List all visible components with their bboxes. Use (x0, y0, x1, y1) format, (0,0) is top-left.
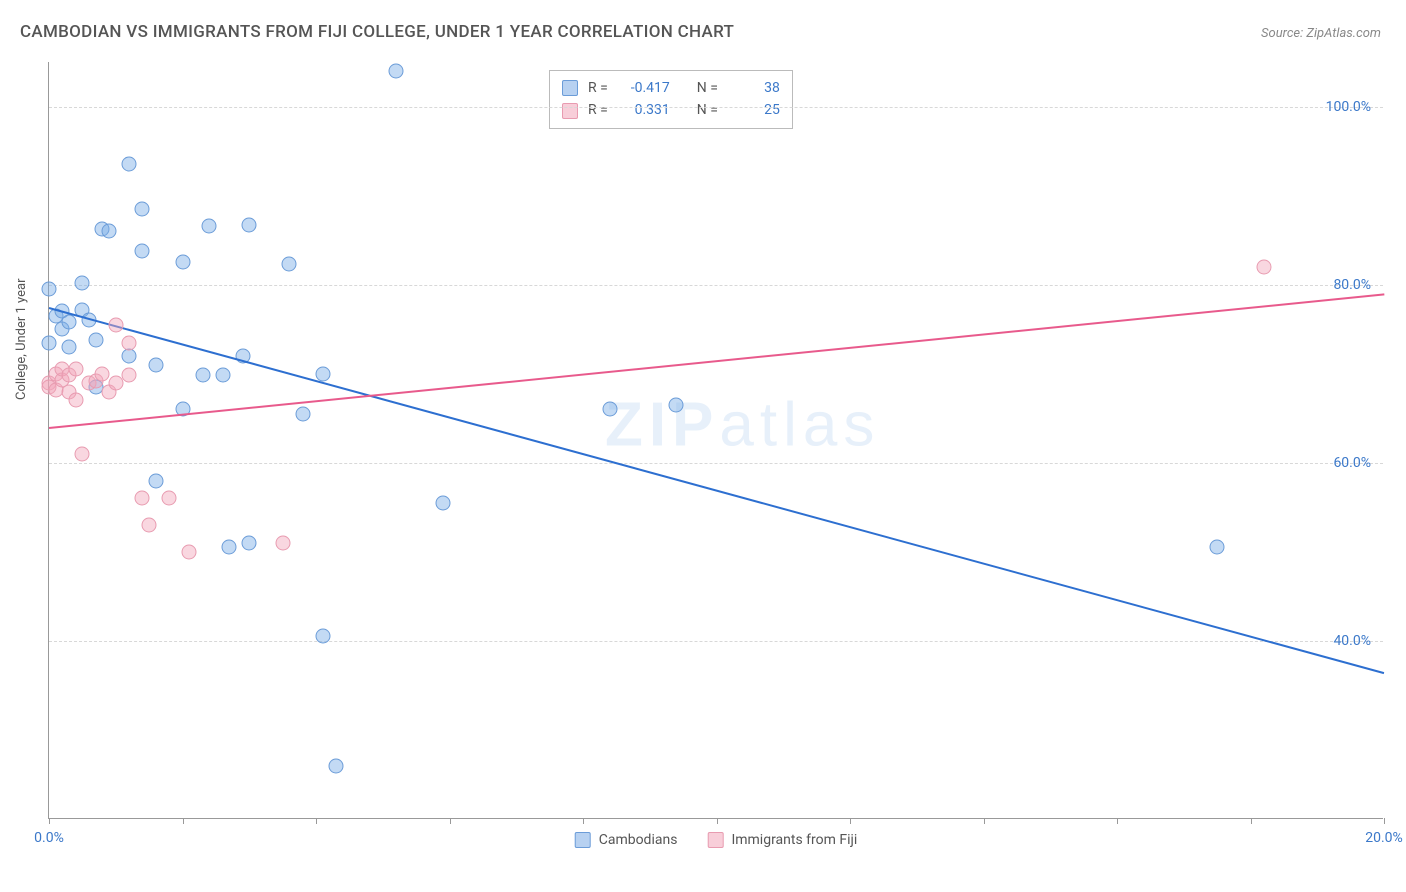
r-label: R = (588, 99, 608, 121)
data-point (195, 368, 210, 383)
legend-swatch (707, 832, 723, 848)
data-point (1256, 259, 1271, 274)
plot-area: ZIPatlas R =-0.417 N =38R =0.331 N =25 C… (48, 62, 1383, 819)
data-point (602, 402, 617, 417)
data-point (102, 224, 117, 239)
data-point (148, 473, 163, 488)
data-point (75, 275, 90, 290)
x-tick (1384, 818, 1385, 824)
data-point (669, 397, 684, 412)
data-point (42, 282, 57, 297)
chart-title: CAMBODIAN VS IMMIGRANTS FROM FIJI COLLEG… (20, 22, 734, 42)
x-tick (850, 818, 851, 824)
y-tick-label: 60.0% (1333, 455, 1371, 471)
data-point (75, 446, 90, 461)
x-tick (1117, 818, 1118, 824)
r-value: -0.417 (618, 77, 670, 99)
x-tick (1251, 818, 1252, 824)
data-point (202, 218, 217, 233)
data-point (435, 495, 450, 510)
n-label: N = (697, 99, 718, 121)
data-point (42, 335, 57, 350)
x-tick (49, 818, 50, 824)
legend-item: Cambodians (575, 832, 678, 848)
data-point (295, 406, 310, 421)
legend-swatch (562, 103, 578, 119)
data-point (135, 491, 150, 506)
data-point (135, 243, 150, 258)
x-tick (583, 818, 584, 824)
data-point (68, 393, 83, 408)
data-point (215, 367, 230, 382)
gridline (49, 641, 1383, 642)
legend: Cambodians Immigrants from Fiji (575, 832, 858, 848)
data-point (122, 157, 137, 172)
data-point (95, 366, 110, 381)
data-point (242, 535, 257, 550)
data-point (162, 491, 177, 506)
stats-row: R = -0.417 N = 38 (562, 77, 780, 99)
legend-swatch (575, 832, 591, 848)
data-point (122, 348, 137, 363)
x-tick (984, 818, 985, 824)
y-tick-label: 40.0% (1333, 633, 1371, 649)
legend-item: Immigrants from Fiji (707, 832, 857, 848)
gridline (49, 285, 1383, 286)
data-point (389, 63, 404, 78)
data-point (68, 362, 83, 377)
data-point (122, 368, 137, 383)
source-link[interactable]: Source: ZipAtlas.com (1261, 26, 1381, 41)
gridline (49, 463, 1383, 464)
data-point (108, 317, 123, 332)
data-point (315, 366, 330, 381)
data-point (222, 540, 237, 555)
data-point (1210, 540, 1225, 555)
data-point (122, 335, 137, 350)
x-tick (450, 818, 451, 824)
data-point (135, 201, 150, 216)
y-tick-label: 100.0% (1326, 99, 1371, 115)
stats-box: R = -0.417 N = 38 R = 0.331 N = 25 (549, 70, 793, 129)
r-label: R = (588, 77, 608, 99)
legend-label: Immigrants from Fiji (731, 832, 857, 848)
stats-row: R = 0.331 N = 25 (562, 99, 780, 121)
watermark: ZIPatlas (605, 389, 880, 460)
r-value: 0.331 (618, 99, 670, 121)
y-tick-label: 80.0% (1333, 277, 1371, 293)
data-point (62, 315, 77, 330)
data-point (148, 357, 163, 372)
data-point (88, 332, 103, 347)
x-tick-label: 0.0% (34, 830, 64, 846)
data-point (242, 217, 257, 232)
data-point (315, 629, 330, 644)
n-value: 25 (728, 99, 780, 121)
data-point (62, 339, 77, 354)
x-tick (717, 818, 718, 824)
data-point (275, 535, 290, 550)
data-point (175, 255, 190, 270)
data-point (142, 518, 157, 533)
x-tick-label: 20.0% (1365, 830, 1403, 846)
data-point (282, 257, 297, 272)
n-label: N = (697, 77, 718, 99)
data-point (329, 758, 344, 773)
y-axis-label: College, Under 1 year (14, 278, 29, 400)
legend-swatch (562, 80, 578, 96)
x-tick (316, 818, 317, 824)
data-point (182, 544, 197, 559)
gridline (49, 107, 1383, 108)
legend-label: Cambodians (599, 832, 678, 848)
x-tick (183, 818, 184, 824)
n-value: 38 (728, 77, 780, 99)
